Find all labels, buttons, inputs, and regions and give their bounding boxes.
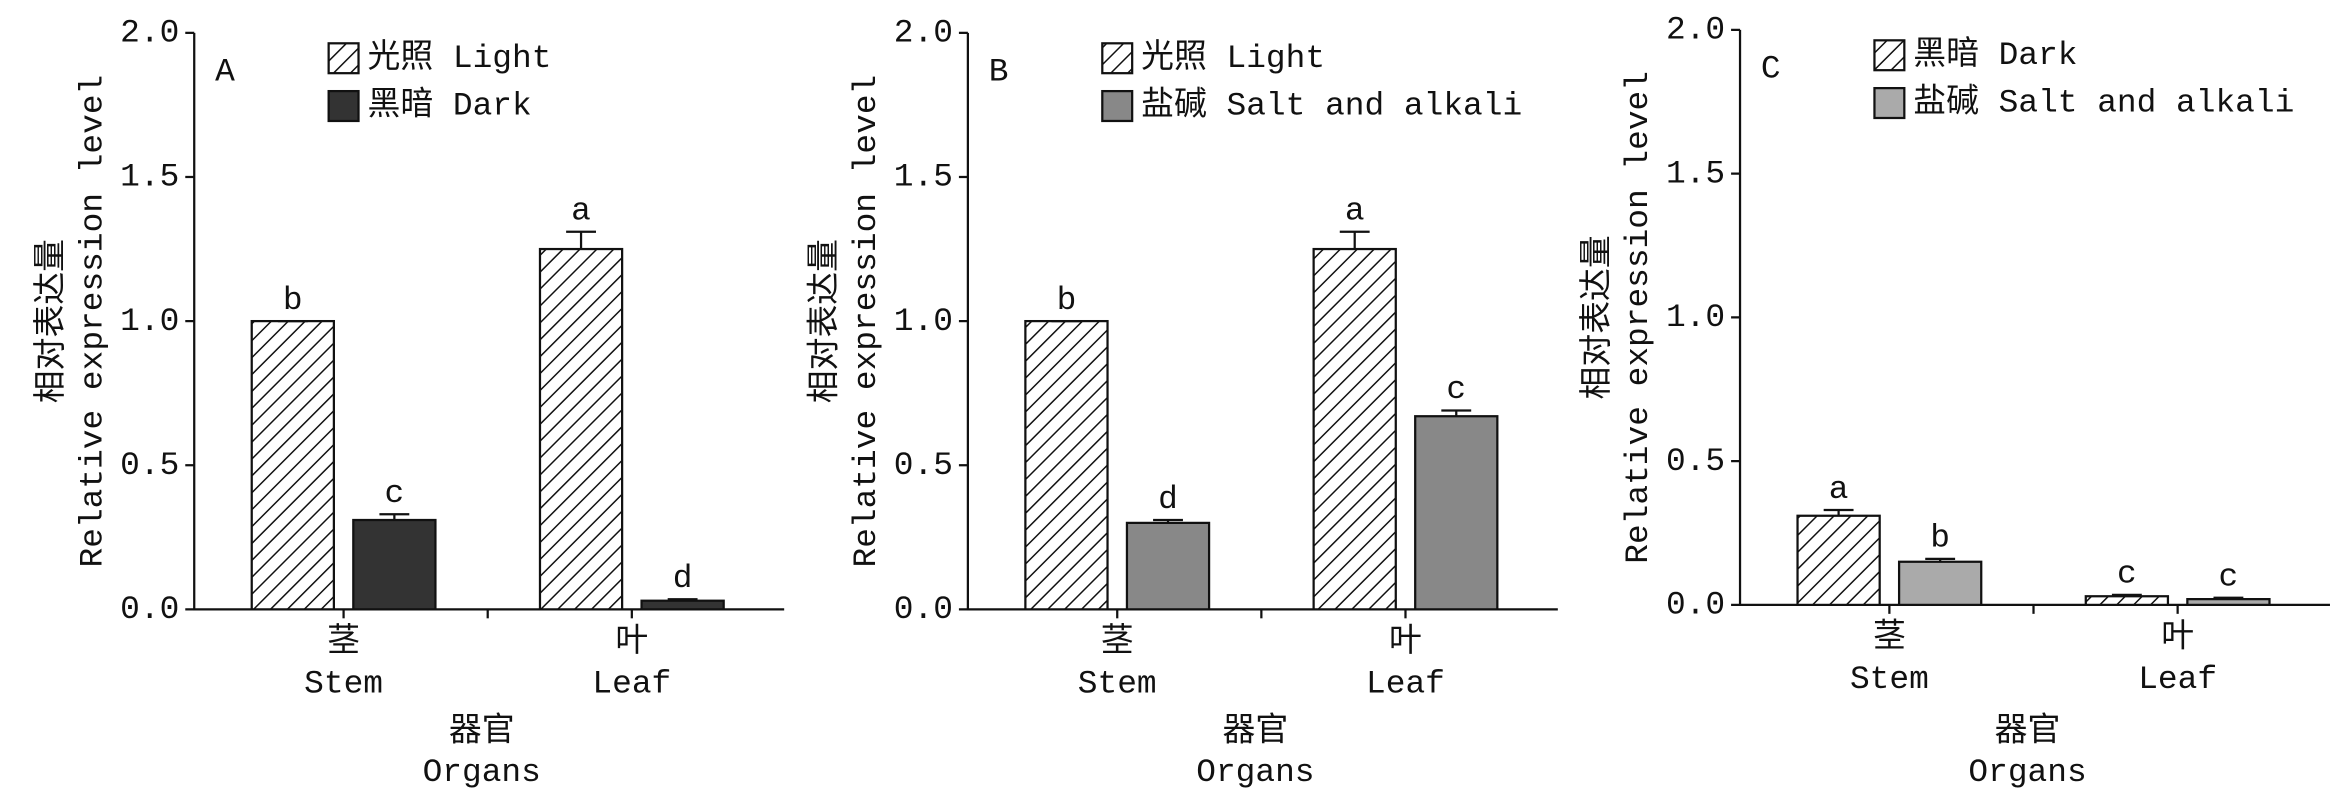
- legend-label: 光照 Light: [367, 38, 551, 77]
- significance-letter: c: [2117, 556, 2137, 593]
- error-bar: [1823, 508, 1854, 516]
- x-tick-label-en: Stem: [304, 666, 383, 703]
- bar: [2186, 598, 2271, 606]
- x-axis-title: Organs: [423, 754, 541, 791]
- x-tick-label-en: Leaf: [592, 666, 671, 703]
- y-tick-label: 2.0: [894, 15, 953, 52]
- panel-label: C: [1761, 50, 1781, 87]
- significance-letter: b: [283, 282, 303, 319]
- x-axis-title: Organs: [1968, 754, 2086, 791]
- error-bar: [2213, 596, 2244, 600]
- y-tick-label: 0.5: [894, 447, 953, 484]
- y-tick-label: 0.5: [120, 447, 179, 484]
- x-axis-title: Organs: [1196, 754, 1314, 791]
- error-bar: [1441, 409, 1472, 417]
- x-tick-label-en: Leaf: [2138, 661, 2217, 698]
- bar: [640, 599, 725, 611]
- error-bar: [667, 598, 698, 601]
- panel-label: B: [989, 53, 1009, 90]
- x-tick-label: 茎: [327, 623, 360, 661]
- y-tick-label: 0.0: [894, 591, 953, 628]
- y-tick-label: 2.0: [120, 15, 179, 52]
- bar: [1125, 521, 1211, 611]
- bar: [1024, 319, 1109, 611]
- x-tick-label: 叶: [2161, 618, 2194, 656]
- y-axis-title: Relative expression level: [848, 75, 885, 568]
- y-tick-label: 1.5: [894, 159, 953, 196]
- y-axis-title: Relative expression level: [1620, 71, 1657, 564]
- x-tick-label-en: Stem: [1850, 661, 1929, 698]
- error-bar: [379, 513, 410, 521]
- y-tick-label: 0.0: [120, 591, 179, 628]
- error-bar: [1153, 518, 1183, 523]
- legend-label: 盐碱 Salt and alkali: [1913, 83, 2294, 122]
- panel-label: A: [215, 53, 235, 90]
- legend-swatch: [327, 89, 360, 123]
- y-tick-label: 1.5: [1666, 155, 1725, 192]
- significance-letter: a: [1829, 471, 1849, 508]
- legend-label: 黑暗 Dark: [367, 86, 531, 125]
- x-tick-label: 茎: [1101, 623, 1134, 661]
- x-tick-label: 叶: [615, 623, 648, 661]
- x-axis-title-zh: 器官: [449, 712, 515, 751]
- significance-letter: c: [1446, 371, 1466, 408]
- y-axis-title-zh: 相对表达量: [1578, 235, 1617, 399]
- bar: [352, 518, 437, 611]
- y-tick-label: 0.0: [1666, 587, 1725, 624]
- y-axis-title-zh: 相对表达量: [32, 239, 71, 403]
- significance-letter: a: [571, 193, 591, 230]
- bar: [250, 319, 335, 611]
- x-axis-title-zh: 器官: [1223, 712, 1289, 751]
- x-tick-label: 茎: [1873, 618, 1906, 656]
- bar: [1796, 514, 1881, 607]
- bar: [1312, 247, 1397, 611]
- x-tick-label-en: Leaf: [1366, 666, 1445, 703]
- x-axis-title-zh: 器官: [1995, 712, 2061, 751]
- significance-letter: d: [673, 560, 693, 597]
- y-tick-label: 2.0: [1666, 12, 1725, 49]
- error-bar: [1339, 230, 1370, 250]
- x-tick-label: 叶: [1389, 623, 1422, 661]
- y-tick-label: 0.5: [1666, 443, 1725, 480]
- legend-swatch: [1101, 89, 1134, 123]
- error-bar: [1925, 557, 1956, 562]
- y-axis-title-zh: 相对表达量: [806, 239, 845, 403]
- legend-swatch: [327, 42, 360, 75]
- legend-label: 盐碱 Salt and alkali: [1141, 86, 1522, 125]
- legend-label: 光照 Light: [1141, 38, 1325, 77]
- y-tick-label: 1.0: [1666, 299, 1725, 336]
- y-tick-label: 1.5: [120, 159, 179, 196]
- legend-label: 黑暗 Dark: [1913, 35, 2077, 74]
- legend-swatch: [1101, 42, 1134, 75]
- legend-swatch: [1873, 39, 1906, 72]
- error-bar: [566, 230, 596, 250]
- significance-letter: b: [1930, 520, 1950, 557]
- bar: [1897, 560, 1983, 606]
- significance-letter: a: [1345, 193, 1365, 230]
- y-axis-title: Relative expression level: [74, 75, 111, 568]
- significance-letter: d: [1158, 481, 1178, 518]
- significance-letter: c: [385, 475, 405, 512]
- bar: [2084, 595, 2170, 607]
- significance-letter: b: [1057, 282, 1077, 319]
- legend-swatch: [1873, 86, 1906, 120]
- y-tick-label: 1.0: [120, 303, 179, 340]
- y-tick-label: 1.0: [894, 303, 953, 340]
- bar: [538, 247, 624, 611]
- bar: [1414, 415, 1499, 611]
- error-bar: [2111, 593, 2142, 597]
- x-tick-label-en: Stem: [1078, 666, 1157, 703]
- significance-letter: c: [2219, 558, 2239, 595]
